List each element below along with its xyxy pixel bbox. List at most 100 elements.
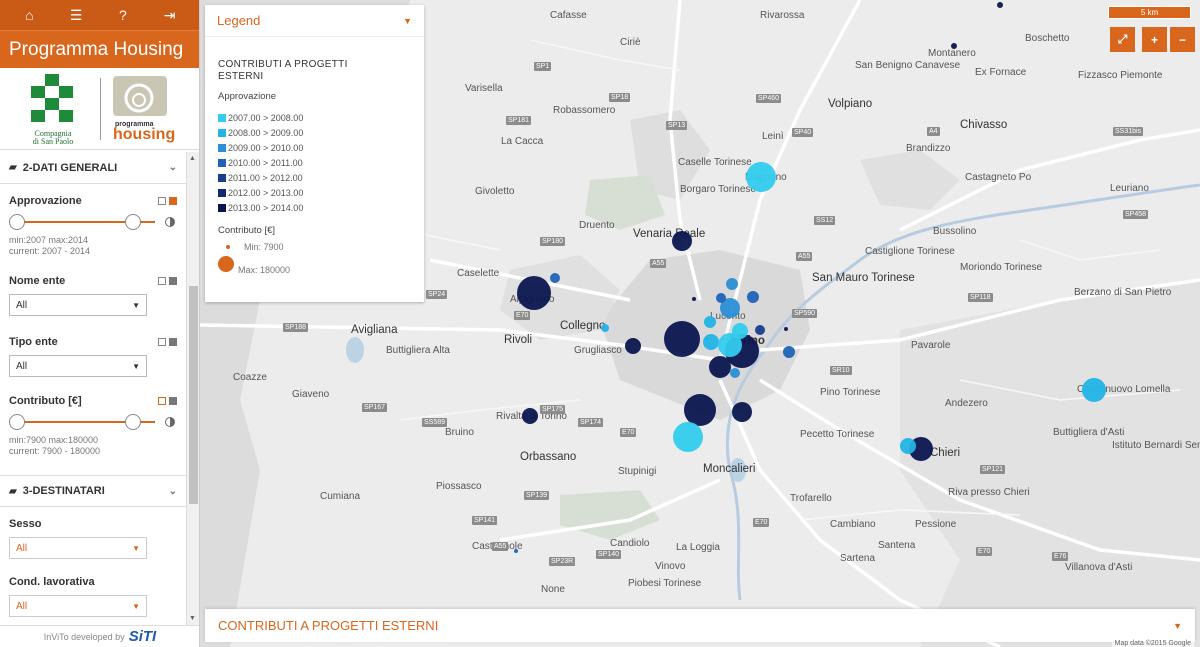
- chevron-down-icon[interactable]: ⌄: [168, 485, 177, 497]
- road-label: SR10: [830, 366, 852, 375]
- data-point-bubble[interactable]: [684, 394, 716, 426]
- data-point-bubble[interactable]: [718, 333, 742, 357]
- contrast-icon[interactable]: [165, 417, 175, 427]
- place-label: Sartena: [840, 553, 876, 564]
- data-point-bubble[interactable]: [709, 356, 731, 378]
- home-icon[interactable]: ⌂: [25, 7, 34, 23]
- data-point-bubble[interactable]: [514, 549, 518, 553]
- folder-open-icon: ▰: [9, 162, 17, 173]
- legend-contributo-label: Contributo [€]: [218, 225, 276, 236]
- data-point-bubble[interactable]: [951, 43, 957, 49]
- place-label: Piobesi Torinese: [628, 578, 702, 589]
- app-title: Programma Housing: [0, 30, 199, 68]
- data-point-bubble[interactable]: [673, 422, 703, 452]
- data-point-bubble[interactable]: [732, 323, 748, 339]
- logout-icon[interactable]: ⇥: [163, 6, 176, 23]
- contrast-icon[interactable]: [165, 217, 175, 227]
- data-point-bubble[interactable]: [704, 316, 716, 328]
- chevron-down-icon[interactable]: ⌄: [168, 162, 177, 173]
- data-point-bubble[interactable]: [716, 293, 726, 303]
- road-label: E70: [753, 518, 770, 527]
- approvazione-slider[interactable]: [9, 212, 177, 232]
- fullscreen-button[interactable]: ⤢: [1110, 27, 1135, 52]
- zoom-in-button[interactable]: +: [1142, 27, 1167, 52]
- contributo-color-checkbox[interactable]: [169, 397, 177, 405]
- data-point-bubble[interactable]: [625, 338, 641, 354]
- data-point-bubble[interactable]: [692, 297, 696, 301]
- tipo-ente-color-checkbox[interactable]: [169, 338, 177, 346]
- bottom-panel[interactable]: CONTRIBUTI A PROGETTI ESTERNI ▼: [205, 609, 1195, 642]
- road-label: SP167: [362, 403, 388, 412]
- caret-down-icon[interactable]: ▼: [403, 15, 412, 26]
- scroll-down-icon[interactable]: ▼: [189, 615, 196, 622]
- place-label: Bussolino: [933, 226, 977, 237]
- cond-lavorativa-select[interactable]: All ▼: [9, 595, 147, 617]
- sidebar-scrollbar[interactable]: ▲ ▼: [186, 152, 199, 625]
- section-destinatari[interactable]: ▰ 3-DESTINATARI ⌄: [0, 475, 186, 507]
- compagnia-san-paolo-logo: Compagnia di San Paolo: [14, 72, 92, 146]
- road-label: A4: [927, 127, 940, 136]
- top-toolbar: ⌂ ☰ ? ⇥: [0, 0, 199, 30]
- section-dati-generali[interactable]: ▰ 2-DATI GENERALI ⌄: [0, 152, 186, 184]
- approvazione-color-checkbox[interactable]: [169, 197, 177, 205]
- legend-swatch: [218, 173, 226, 182]
- data-point-bubble[interactable]: [517, 276, 551, 310]
- nome-ente-select[interactable]: All ▼: [9, 294, 147, 316]
- road-label: SP13: [666, 121, 688, 130]
- data-point-bubble[interactable]: [747, 291, 759, 303]
- road-label: SS31bis: [1113, 127, 1144, 136]
- zoom-out-button[interactable]: −: [1170, 27, 1195, 52]
- data-point-bubble[interactable]: [784, 327, 788, 331]
- place-label: Collegno: [560, 320, 606, 332]
- list-icon[interactable]: ☰: [69, 6, 83, 23]
- place-label: Andezero: [945, 398, 988, 409]
- data-point-bubble[interactable]: [732, 402, 752, 422]
- nome-ente-checkbox[interactable]: [158, 277, 166, 285]
- tipo-ente-select[interactable]: All ▼: [9, 355, 147, 377]
- place-label: Candiolo: [610, 538, 650, 549]
- slider-max-handle[interactable]: [125, 414, 141, 430]
- logo-divider: [100, 77, 101, 140]
- sesso-select[interactable]: All ▼: [9, 537, 147, 559]
- caret-down-icon[interactable]: ▼: [1173, 620, 1182, 631]
- data-point-bubble[interactable]: [783, 346, 795, 358]
- place-label: Riva presso Chieri: [948, 487, 1030, 498]
- data-point-bubble[interactable]: [746, 162, 776, 192]
- contributo-slider[interactable]: [9, 412, 177, 432]
- scale-bar: 5 km: [1108, 6, 1191, 19]
- slider-min-handle[interactable]: [9, 214, 25, 230]
- place-label: Chivasso: [960, 119, 1008, 131]
- scrollbar-thumb[interactable]: [189, 286, 198, 504]
- road-label: SP24: [426, 290, 448, 299]
- help-icon[interactable]: ?: [118, 7, 127, 23]
- data-point-bubble[interactable]: [1082, 378, 1106, 402]
- data-point-bubble[interactable]: [522, 408, 538, 424]
- data-point-bubble[interactable]: [997, 2, 1003, 8]
- data-point-bubble[interactable]: [550, 273, 560, 283]
- nome-ente-color-checkbox[interactable]: [169, 277, 177, 285]
- siti-logo[interactable]: SiTI: [128, 628, 157, 645]
- filter-approvazione-label: Approvazione: [9, 194, 177, 208]
- data-point-bubble[interactable]: [601, 324, 609, 332]
- place-label: Santena: [878, 540, 916, 551]
- contributo-minmax: min:7900 max:180000: [9, 435, 99, 445]
- data-point-bubble[interactable]: [730, 368, 740, 378]
- place-label: Druento: [579, 220, 615, 231]
- legend-header[interactable]: Legend ▼: [205, 5, 424, 37]
- data-point-bubble[interactable]: [703, 334, 719, 350]
- contributo-checkbox[interactable]: [158, 397, 166, 405]
- road-label: SP141: [472, 516, 498, 525]
- data-point-bubble[interactable]: [900, 438, 916, 454]
- data-point-bubble[interactable]: [664, 321, 700, 357]
- data-point-bubble[interactable]: [720, 298, 740, 318]
- slider-max-handle[interactable]: [125, 214, 141, 230]
- scroll-up-icon[interactable]: ▲: [189, 155, 196, 162]
- data-point-bubble[interactable]: [726, 278, 738, 290]
- data-point-bubble[interactable]: [672, 231, 692, 251]
- legend-class-item: 2008.00 > 2009.00: [218, 125, 411, 140]
- legend-swatch: [218, 188, 226, 197]
- approvazione-checkbox[interactable]: [158, 197, 166, 205]
- data-point-bubble[interactable]: [755, 325, 765, 335]
- slider-min-handle[interactable]: [9, 414, 25, 430]
- tipo-ente-checkbox[interactable]: [158, 338, 166, 346]
